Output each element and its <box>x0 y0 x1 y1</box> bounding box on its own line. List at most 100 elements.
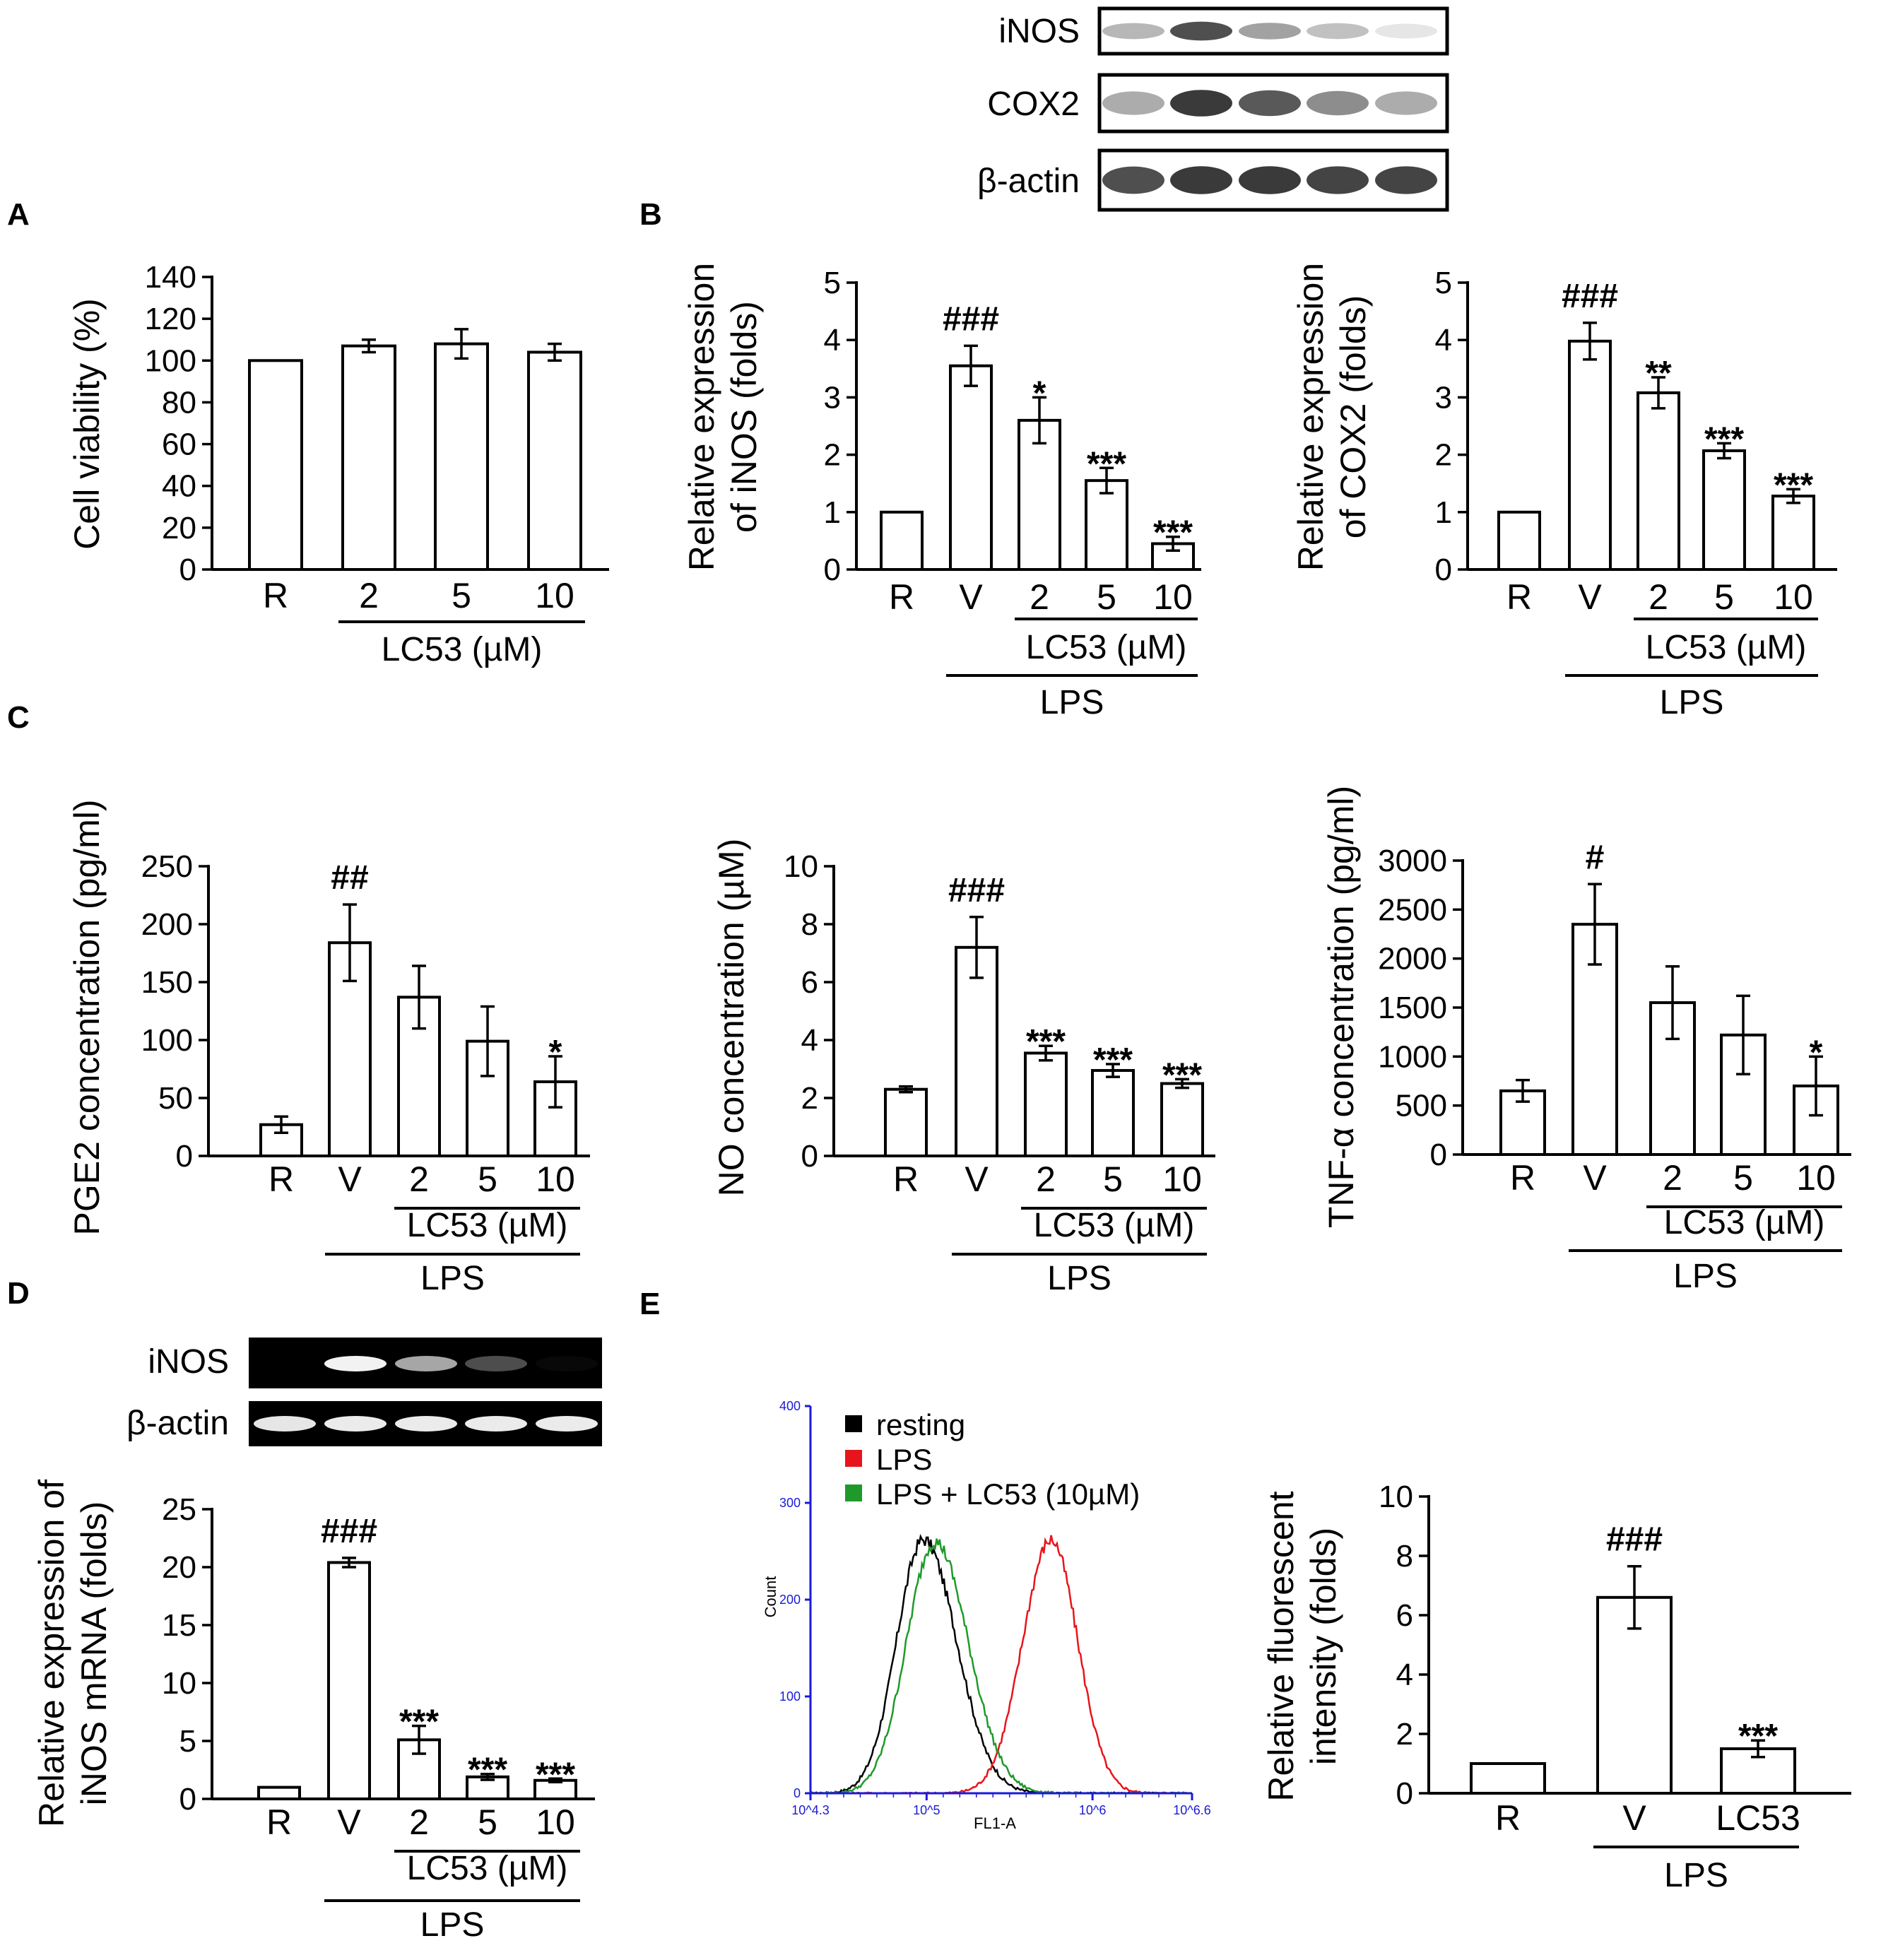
panel-label-e: E <box>639 1287 660 1321</box>
category-label: 10 <box>1774 577 1813 617</box>
category-label: R <box>893 1159 919 1199</box>
gel-band <box>254 1416 316 1431</box>
y-tick-label: 100 <box>141 1023 193 1058</box>
y-axis-label: of iNOS (folds) <box>724 301 764 533</box>
y-tick-label: 80 <box>162 385 196 420</box>
category-label: LC53 <box>1716 1798 1800 1838</box>
y-tick-label: 4 <box>801 1023 818 1058</box>
legend-label-lps: LPS <box>876 1443 932 1476</box>
y-axis-label: intensity (folds) <box>1304 1528 1343 1765</box>
y-tick-label: 10 <box>784 849 818 884</box>
y-tick-label: 0 <box>1396 1776 1413 1811</box>
significance-marker: *** <box>536 1756 575 1793</box>
significance-marker: ### <box>943 300 999 338</box>
y-tick-label: 2500 <box>1378 892 1447 927</box>
significance-marker: ### <box>321 1513 377 1550</box>
blot-band <box>1375 23 1437 39</box>
y-axis-label: Relative fluorescent <box>1261 1491 1301 1801</box>
significance-marker: * <box>1033 374 1046 412</box>
treatment-bracket-label: LC53 (µM) <box>407 1207 568 1244</box>
category-label: 5 <box>1097 577 1116 617</box>
bar-10 <box>527 350 582 571</box>
y-tick-label: 2 <box>801 1081 818 1116</box>
category-label: 2 <box>359 576 379 615</box>
category-label: V <box>1583 1158 1607 1198</box>
significance-marker: *** <box>1153 514 1193 552</box>
bar-10 <box>1160 1082 1204 1157</box>
y-tick-label: 0 <box>1430 1138 1447 1172</box>
y-tick-label: 1 <box>824 495 841 530</box>
bar-V <box>327 1561 371 1800</box>
significance-marker: *** <box>1704 420 1744 458</box>
panel-label-d: D <box>7 1276 30 1311</box>
flow-x-tick-label: 10^5 <box>913 1803 940 1817</box>
category-label: R <box>889 577 914 617</box>
bar-R <box>1470 1762 1546 1795</box>
chart-inos-protein: 0 1 2 3 4 5 Relative expression of iNOS (folds)… <box>682 263 1201 721</box>
bar-10 <box>1771 495 1815 572</box>
y-tick-label: 150 <box>141 965 193 1000</box>
y-tick-label: 8 <box>801 907 818 942</box>
bar-2 <box>341 344 396 571</box>
bar-5 <box>1091 1069 1135 1158</box>
y-axis-label: Relative expression <box>682 263 721 571</box>
bar-V <box>1596 1595 1673 1795</box>
category-label: 2 <box>1663 1158 1682 1198</box>
category-label: V <box>337 1802 361 1842</box>
y-tick-label: 2 <box>1435 438 1452 473</box>
treatment-bracket-label: LPS <box>1664 1857 1728 1894</box>
y-tick-label: 2 <box>824 438 841 473</box>
y-tick-label: 0 <box>179 1782 196 1817</box>
significance-marker: ** <box>1645 355 1672 392</box>
panel-label-a: A <box>7 197 30 232</box>
western-blot-b: iNOS COX2 β-actin <box>977 6 1449 212</box>
flow-x-tick-label: 10^6 <box>1079 1803 1106 1817</box>
y-tick-label: 6 <box>801 965 818 1000</box>
gel-band <box>536 1356 598 1371</box>
y-tick-label: 20 <box>162 511 196 545</box>
flow-curve-lps-lc53 <box>810 1538 1193 1795</box>
y-tick-label: 6 <box>1396 1598 1413 1633</box>
y-axis-label: Relative expression <box>1291 263 1331 571</box>
blot-band <box>1170 166 1232 194</box>
y-axis-label: PGE2 concentration (pg/ml) <box>67 800 107 1236</box>
blot-band <box>1170 21 1232 41</box>
blot-band <box>1102 166 1164 194</box>
gel-band <box>465 1416 527 1431</box>
y-tick-label: 120 <box>145 302 196 336</box>
y-axis-label: TNF-α concentration (pg/ml) <box>1321 786 1361 1228</box>
category-label: 2 <box>409 1159 429 1199</box>
flow-y-tick-label: 100 <box>779 1689 801 1704</box>
y-tick-label: 50 <box>158 1081 193 1116</box>
y-tick-label: 0 <box>176 1139 193 1174</box>
y-axis-label: Relative expression of <box>32 1480 71 1827</box>
y-tick-label: 10 <box>162 1666 196 1701</box>
category-label: 5 <box>1733 1158 1753 1198</box>
significance-marker: *** <box>1026 1023 1066 1061</box>
category-label: V <box>338 1159 362 1199</box>
flow-x-tick-label: 10^4.3 <box>791 1803 830 1817</box>
y-tick-label: 3000 <box>1378 844 1447 878</box>
y-tick-label: 5 <box>1435 266 1452 300</box>
flow-x-label: FL1-A <box>974 1814 1016 1832</box>
blot-band <box>1170 90 1232 117</box>
treatment-bracket-label: LC53 (µM) <box>1664 1204 1825 1241</box>
y-tick-label: 5 <box>824 266 841 300</box>
chart-pge2: 0 50 100 150 200 250 PGE2 concentration (pg/ml… <box>67 800 590 1297</box>
bar-2 <box>1637 391 1680 571</box>
gel-band <box>395 1416 457 1431</box>
y-tick-label: 20 <box>162 1550 196 1585</box>
y-tick-label: 140 <box>145 260 196 295</box>
gel-band <box>324 1356 387 1371</box>
flow-y-tick-label: 300 <box>779 1496 801 1510</box>
bar-5 <box>434 342 489 571</box>
y-tick-label: 4 <box>1435 323 1452 358</box>
y-tick-label: 25 <box>162 1492 196 1527</box>
bar-R <box>880 510 924 571</box>
y-tick-label: 0 <box>1435 553 1452 587</box>
treatment-bracket-label: LC53 (µM) <box>1034 1207 1195 1244</box>
category-label: 2 <box>1036 1159 1056 1199</box>
chart-cox2-protein: 0 1 2 3 4 5 Relative expression of COX2 (folds)… <box>1291 263 1837 721</box>
bar-V <box>1568 339 1612 571</box>
treatment-bracket-label: LPS <box>1047 1260 1111 1297</box>
